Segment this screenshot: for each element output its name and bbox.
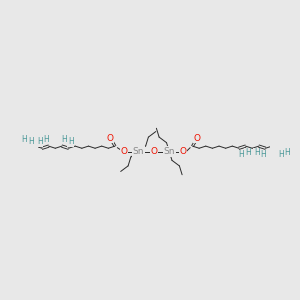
Text: Sn: Sn	[133, 147, 144, 156]
Text: H: H	[21, 135, 27, 144]
Text: H: H	[68, 137, 74, 146]
Text: H: H	[44, 135, 50, 144]
Text: O: O	[180, 147, 187, 156]
Text: H: H	[254, 148, 260, 157]
Text: H: H	[61, 135, 67, 144]
Text: O: O	[121, 147, 128, 156]
Text: O: O	[150, 147, 157, 156]
Text: O: O	[107, 134, 114, 143]
Text: H: H	[285, 148, 290, 157]
Text: O: O	[194, 134, 201, 143]
Text: Sn: Sn	[164, 147, 175, 156]
Text: H: H	[278, 150, 284, 159]
Text: H: H	[238, 150, 244, 159]
Text: H: H	[28, 137, 34, 146]
Text: H: H	[260, 150, 266, 159]
Text: H: H	[245, 148, 250, 157]
Text: H: H	[37, 137, 43, 146]
